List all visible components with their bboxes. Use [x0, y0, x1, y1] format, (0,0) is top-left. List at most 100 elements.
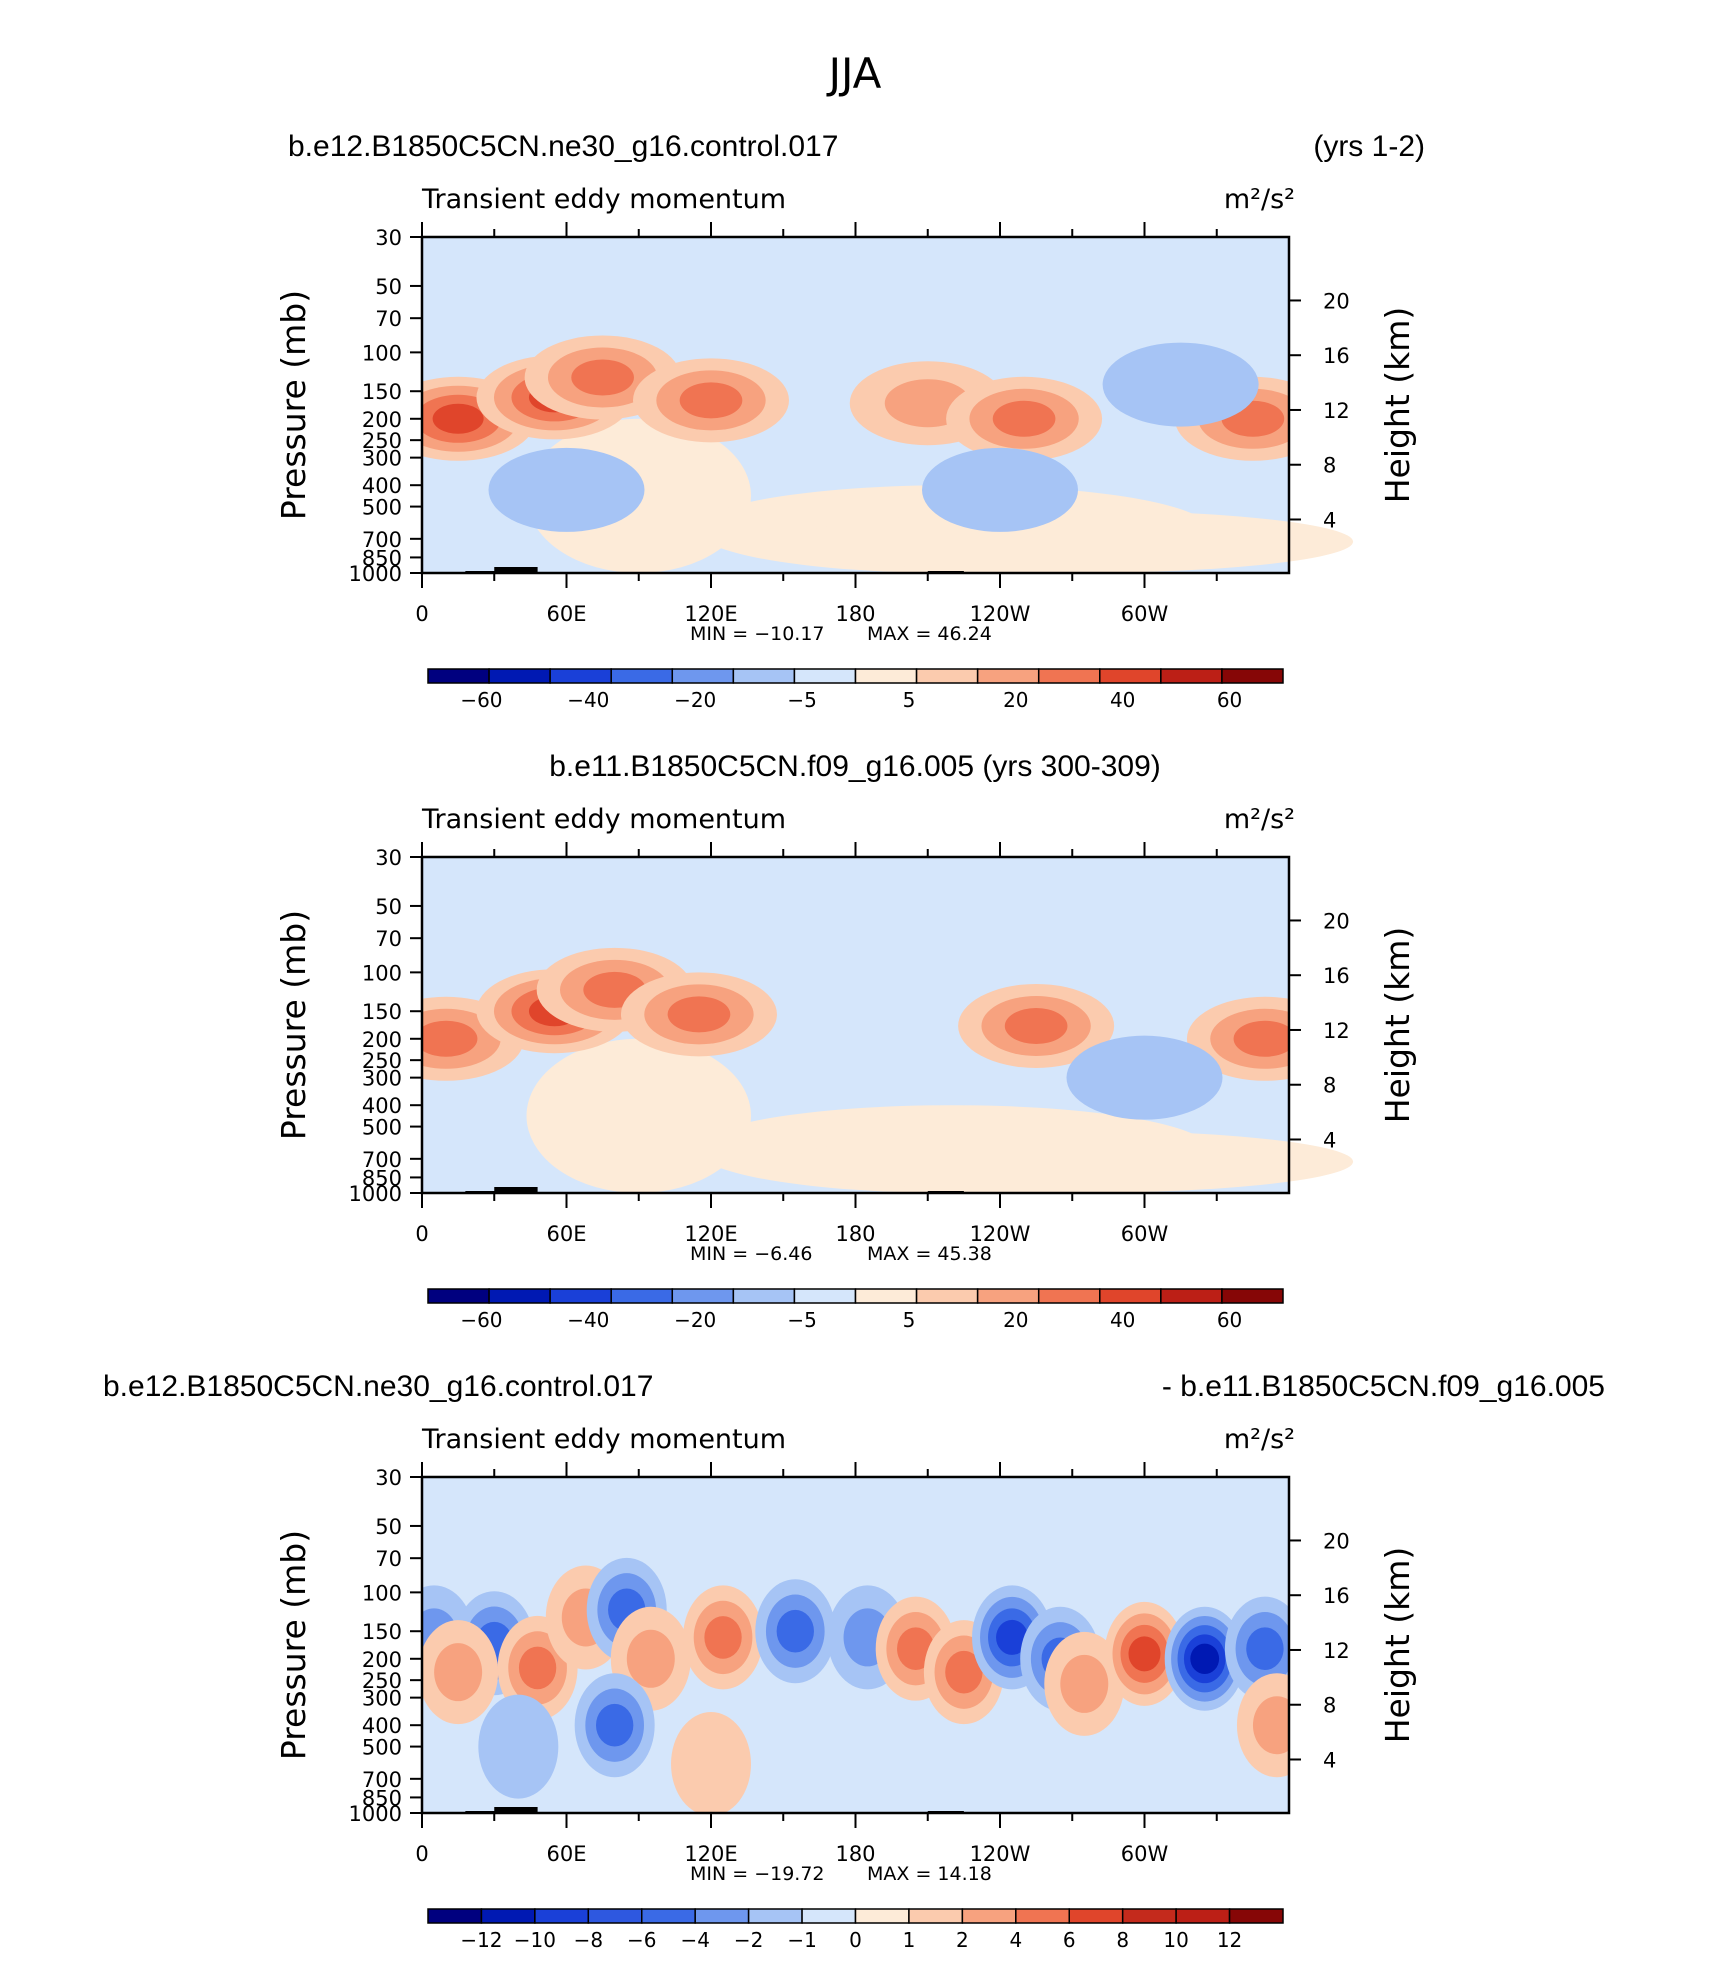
contour-fills [422, 335, 1289, 573]
lon-tick-label: 180 [835, 1222, 875, 1246]
lon-tick-label: 60E [547, 1222, 587, 1246]
colorbar-label: 20 [1003, 1308, 1028, 1332]
max-label: MAX = 14.18 [867, 1863, 992, 1885]
panel-3: b.e12.B1850C5CN.ne30_g16.control.017 - b.… [103, 1370, 1605, 1952]
colorbar-label: 6 [1063, 1928, 1076, 1952]
colorbar-box [1175, 1908, 1231, 1924]
contour-region [945, 1650, 983, 1694]
colorbar-box [854, 1288, 918, 1304]
pressure-tick-label: 400 [362, 1094, 402, 1118]
colorbar-label: −60 [460, 688, 502, 712]
units-label: m²/s² [1224, 804, 1295, 835]
contour-region [1004, 1007, 1068, 1044]
panel-header-right: (yrs 1-2) [1313, 130, 1425, 163]
contour-region [1066, 1035, 1223, 1120]
colorbar-label: 20 [1003, 688, 1028, 712]
colorbar-box [915, 668, 979, 684]
contour-region [776, 1609, 814, 1653]
colorbar-box [671, 668, 735, 684]
y-axis-title-right: Height (km) [1378, 1547, 1417, 1744]
height-tick-label: 8 [1323, 1694, 1336, 1718]
colorbar-label: 60 [1217, 688, 1242, 712]
colorbar-box [1221, 1288, 1284, 1304]
lon-tick-label: 120E [684, 1842, 737, 1866]
colorbar-box [1228, 1908, 1284, 1924]
lon-tick-label: 60W [1121, 1842, 1169, 1866]
colorbar-box [854, 1908, 910, 1924]
height-tick-label: 12 [1323, 399, 1350, 423]
colorbar-box [549, 1288, 612, 1304]
pressure-tick-label: 1000 [349, 562, 402, 586]
colorbar-box [1099, 1288, 1162, 1304]
colorbar-box [610, 1288, 674, 1304]
height-tick-label: 4 [1323, 508, 1336, 532]
lon-tick-label: 0 [415, 1842, 428, 1866]
colorbar-box [961, 1908, 1017, 1924]
colorbar-box [534, 1908, 590, 1924]
pressure-tick-label: 50 [375, 1515, 402, 1539]
height-tick-label: 12 [1323, 1019, 1350, 1043]
colorbar-box [1068, 1908, 1124, 1924]
colorbar-box [427, 1908, 483, 1924]
colorbar-label: −20 [674, 1308, 716, 1332]
height-tick-label: 8 [1323, 1074, 1336, 1098]
contour-region [1190, 1643, 1220, 1674]
field-band [791, 1130, 1354, 1194]
pressure-tick-label: 100 [362, 1581, 402, 1605]
colorbar-label: 40 [1110, 1308, 1135, 1332]
pressure-tick-label: 1000 [349, 1802, 402, 1826]
colorbar-box [480, 1908, 536, 1924]
colorbar-label: 1 [903, 1928, 916, 1952]
colorbar-box [488, 1288, 551, 1304]
colorbar-label: 12 [1217, 1928, 1242, 1952]
colorbar-box [694, 1908, 750, 1924]
max-label: MAX = 45.38 [867, 1243, 992, 1265]
colorbar-box [1037, 668, 1101, 684]
pressure-tick-label: 400 [362, 1714, 402, 1738]
contour-region [1233, 1020, 1289, 1057]
colorbar-box [732, 1288, 796, 1304]
pressure-tick-label: 700 [362, 1148, 402, 1172]
units-label: m²/s² [1224, 184, 1295, 215]
contour-fills [422, 1557, 1289, 1813]
lon-tick-label: 0 [415, 602, 428, 626]
colorbar-label: −1 [787, 1928, 816, 1952]
height-tick-label: 16 [1323, 1584, 1350, 1608]
colorbar-box [610, 668, 674, 684]
pressure-tick-label: 100 [362, 961, 402, 985]
colorbar-box [1121, 1908, 1177, 1924]
pressure-tick-label: 300 [362, 447, 402, 471]
colorbar-box [1160, 668, 1223, 684]
contour-region [571, 359, 634, 396]
pressure-tick-label: 850 [362, 546, 402, 570]
colorbar-label: 60 [1217, 1308, 1242, 1332]
colorbar-box [488, 668, 551, 684]
variable-label: Transient eddy momentum [421, 1424, 786, 1455]
contour-region [1246, 1627, 1284, 1671]
contour-region [432, 403, 484, 434]
contour-fills [422, 947, 1289, 1193]
colorbar-box [549, 668, 612, 684]
contour-region [992, 400, 1056, 437]
colorbar-box [915, 1288, 979, 1304]
pressure-tick-label: 150 [362, 1620, 402, 1644]
pressure-tick-label: 250 [362, 1669, 402, 1693]
y-axis-title-right: Height (km) [1378, 307, 1417, 504]
colorbar-label: 5 [903, 688, 916, 712]
pressure-tick-label: 250 [362, 429, 402, 453]
pressure-tick-label: 700 [362, 528, 402, 552]
contour-region [922, 447, 1078, 532]
colorbar-label: −2 [734, 1928, 763, 1952]
colorbar-box [801, 1908, 857, 1924]
colorbar-box [1015, 1908, 1070, 1924]
field-band [526, 1038, 751, 1193]
contour-region [671, 1712, 751, 1813]
colorbar-label: −20 [674, 688, 716, 712]
y-axis-title-left: Pressure (mb) [274, 910, 313, 1140]
colorbar-label: −5 [787, 1308, 816, 1332]
lon-tick-label: 120W [970, 1842, 1031, 1866]
pressure-tick-label: 400 [362, 474, 402, 498]
lon-tick-label: 60W [1121, 1222, 1169, 1246]
height-tick-label: 20 [1323, 289, 1350, 313]
colorbar-box [671, 1288, 735, 1304]
